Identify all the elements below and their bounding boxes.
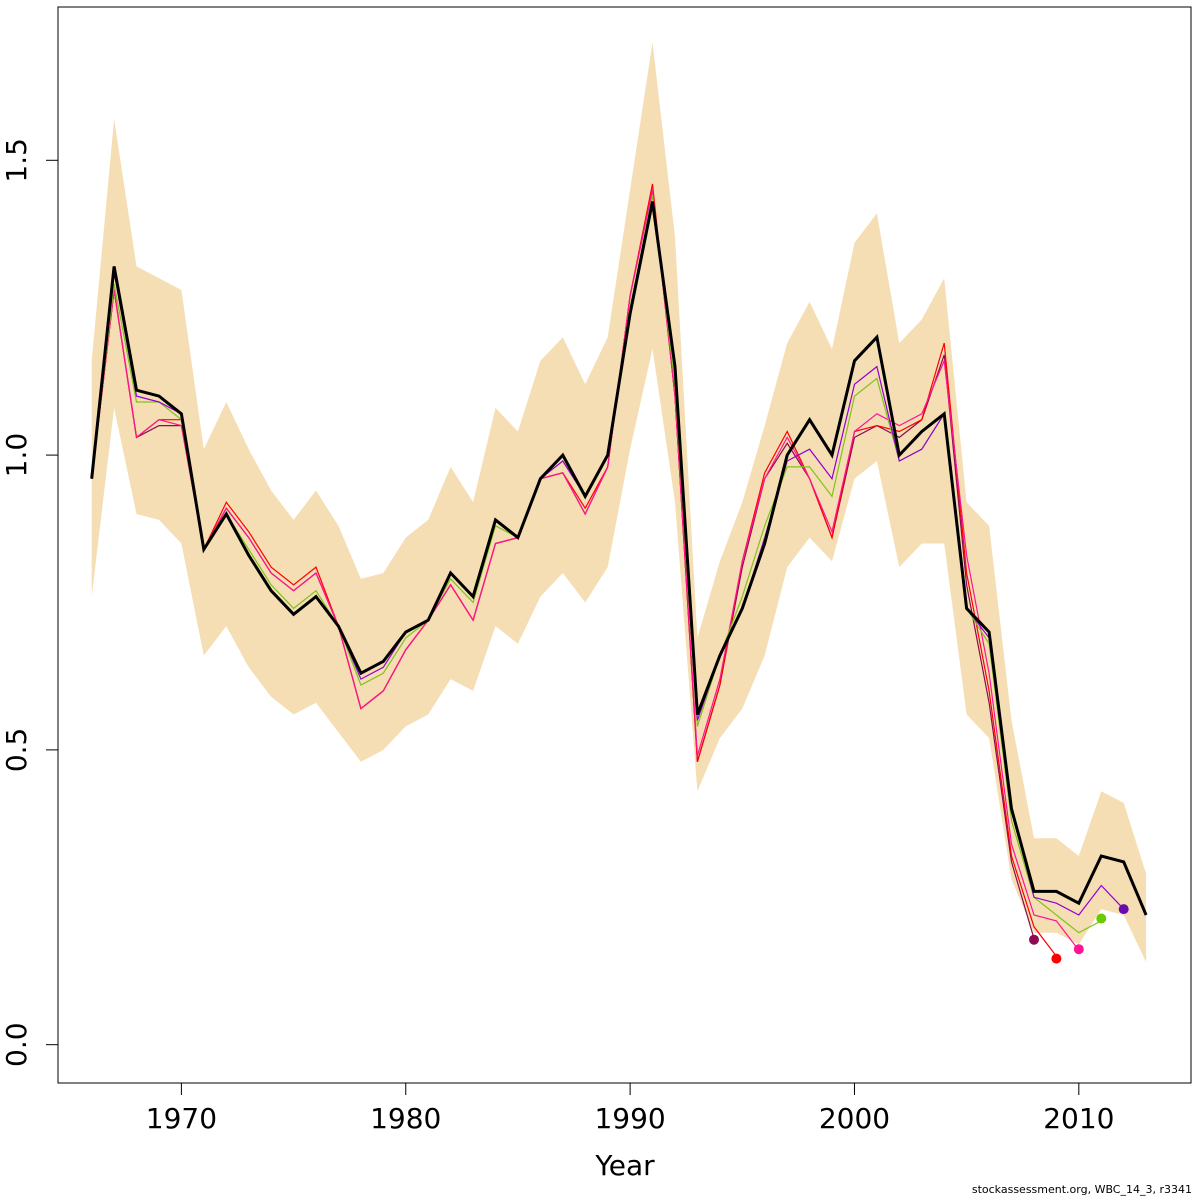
- confidence-band: [91, 42, 1147, 963]
- end-point-2012: [1118, 904, 1129, 915]
- y-tick-label: 1.0: [0, 433, 33, 478]
- end-point-2008: [1029, 934, 1039, 945]
- series-line-main: [90, 201, 1148, 916]
- y-tick-label: 0.0: [0, 1022, 33, 1067]
- x-axis-title: Year: [594, 1149, 655, 1182]
- series-lines: [90, 183, 1148, 957]
- end-point-2009: [1051, 953, 1062, 964]
- x-axis: 1970 1980 1990 2000 2010: [146, 1082, 1114, 1135]
- end-point-2010: [1073, 944, 1084, 955]
- footer-credit: stockassessment.org, WBC_14_3, r3341: [971, 1183, 1192, 1196]
- end-points: [1029, 904, 1129, 964]
- x-tick-label: 1990: [594, 1102, 665, 1135]
- y-tick-label: 0.5: [0, 728, 33, 773]
- x-tick-label: 1970: [146, 1102, 217, 1135]
- y-axis: 0.0 0.5 1.0 1.5: [0, 138, 59, 1067]
- end-point-2011: [1096, 913, 1107, 924]
- confidence-band-area: [91, 42, 1147, 963]
- series-line-retro-3: [91, 189, 1080, 951]
- x-tick-label: 2010: [1043, 1102, 1114, 1135]
- x-tick-label: 2000: [819, 1102, 890, 1135]
- x-tick-label: 1980: [370, 1102, 441, 1135]
- y-tick-label: 1.5: [0, 138, 33, 183]
